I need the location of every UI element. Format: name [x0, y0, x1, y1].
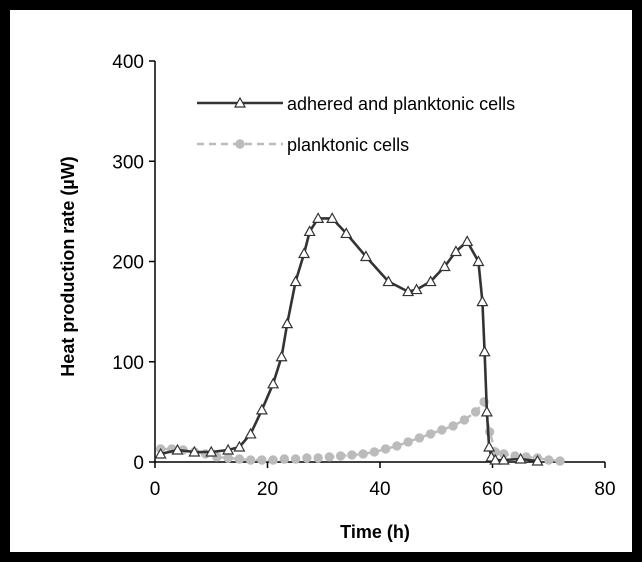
data-point	[470, 407, 481, 417]
data-point	[171, 443, 184, 455]
data-point	[275, 350, 288, 362]
data-point	[233, 96, 247, 108]
axes	[154, 61, 605, 463]
y-tick-label: 0	[133, 453, 144, 474]
data-point	[472, 255, 485, 267]
data-point	[531, 454, 544, 466]
data-point	[324, 452, 335, 462]
data-point	[497, 453, 510, 465]
data-point	[205, 445, 218, 457]
data-point	[402, 285, 415, 297]
data-point	[514, 452, 527, 464]
y-axis-title: Heat production rate (µW)	[58, 156, 78, 376]
legend: adhered and planktonic cells planktonic …	[197, 94, 515, 155]
x-axis-title: Time (h)	[340, 522, 410, 542]
data-point	[313, 453, 323, 463]
data-point	[410, 283, 423, 295]
x-tick-label: 60	[482, 479, 503, 500]
data-point	[438, 260, 451, 272]
series-line	[160, 217, 538, 463]
data-point	[222, 443, 235, 455]
data-point	[223, 453, 233, 463]
data-point	[154, 447, 167, 459]
data-point	[480, 405, 493, 417]
data-point	[489, 453, 502, 465]
data-point	[544, 455, 554, 465]
data-point	[302, 453, 312, 463]
data-point	[380, 444, 391, 454]
data-point	[340, 227, 353, 239]
data-point	[245, 455, 256, 465]
legend-marker-adhered-and-planktonic-cells	[233, 96, 247, 108]
series-layer	[154, 212, 565, 466]
data-point	[279, 454, 290, 464]
data-point	[449, 245, 462, 257]
data-point	[483, 440, 496, 452]
data-point	[255, 403, 268, 415]
data-point	[188, 445, 201, 457]
data-point	[425, 429, 436, 439]
data-point	[289, 275, 302, 287]
tick-labels: 0 20 40 60 80 0 100 200 300 400	[112, 52, 615, 500]
x-tick-label: 20	[257, 479, 278, 500]
data-point	[359, 250, 372, 262]
data-point	[298, 247, 311, 259]
data-point	[403, 437, 413, 447]
data-point	[244, 427, 257, 439]
y-tick-label: 200	[112, 253, 144, 274]
data-point	[235, 139, 245, 149]
data-point	[478, 345, 491, 357]
data-point	[257, 455, 267, 465]
data-point	[358, 449, 368, 459]
data-point	[424, 275, 437, 287]
data-point	[347, 450, 357, 460]
data-point	[303, 225, 316, 237]
y-tick-label: 100	[112, 353, 144, 374]
x-tick-label: 0	[150, 479, 161, 500]
x-tick-label: 80	[594, 479, 615, 500]
data-point	[281, 317, 294, 329]
data-point	[369, 447, 380, 457]
data-point	[555, 456, 565, 466]
data-point	[437, 425, 447, 435]
data-point	[290, 454, 301, 464]
legend-label-adhered-and-planktonic-cells: adhered and planktonic cells	[287, 94, 515, 114]
legend-marker-planktonic-cells	[235, 139, 245, 149]
data-point	[312, 212, 325, 223]
data-point	[233, 440, 246, 452]
data-point	[268, 455, 278, 465]
data-point	[335, 451, 346, 461]
data-point	[234, 454, 245, 464]
data-point	[448, 421, 458, 431]
data-point	[267, 377, 280, 389]
y-tick-label: 300	[112, 152, 144, 173]
data-point	[392, 441, 402, 451]
series-adhered-and-planktonic-cells	[154, 212, 544, 466]
data-point	[414, 433, 425, 443]
ticks	[149, 60, 606, 468]
x-tick-label: 40	[369, 479, 390, 500]
y-tick-label: 400	[112, 52, 144, 73]
data-point	[459, 415, 470, 425]
data-point	[326, 212, 339, 223]
data-point	[382, 275, 395, 287]
data-point	[476, 295, 489, 307]
data-point	[461, 235, 474, 247]
legend-label-planktonic-cells: planktonic cells	[287, 135, 409, 155]
